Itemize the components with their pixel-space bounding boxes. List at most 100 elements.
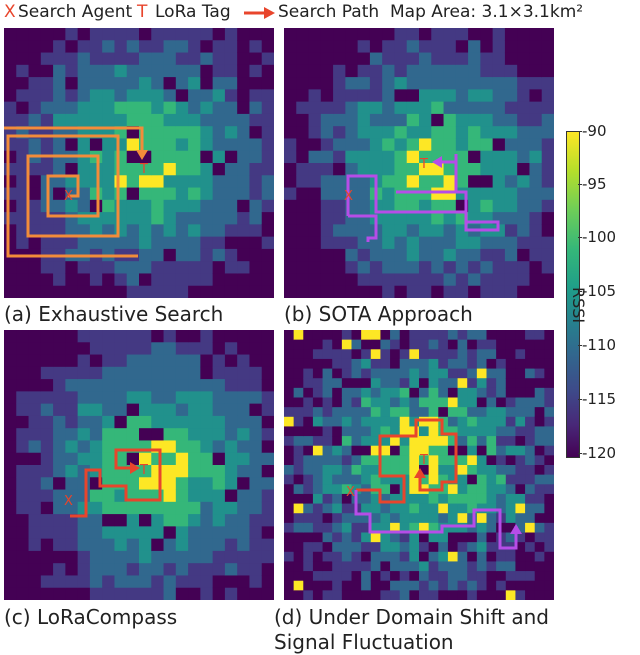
heatmap-cell [504, 285, 518, 298]
heatmap-cell [380, 436, 391, 447]
heatmap-cell [163, 514, 177, 527]
heatmap-cell [212, 342, 226, 356]
heatmap-cell [28, 550, 42, 564]
heatmap-cell [455, 52, 469, 66]
heatmap-cell [320, 40, 334, 54]
heatmap-cell [496, 330, 507, 341]
heatmap-cell [16, 175, 30, 189]
heatmap-cell [406, 40, 420, 54]
heatmap-cell [467, 513, 478, 524]
heatmap-cell [525, 445, 536, 456]
heatmap-cell [525, 561, 536, 572]
heatmap-cell [249, 64, 263, 78]
heatmap-cell [447, 378, 459, 389]
heatmap-cell [341, 590, 352, 600]
heatmap-cell [102, 175, 115, 189]
heatmap-cell [65, 575, 79, 589]
heatmap-cell [102, 52, 115, 66]
heatmap-cell [163, 379, 177, 392]
heatmap-cell [249, 391, 263, 405]
heatmap-cell [151, 77, 165, 90]
heatmap-cell [447, 330, 459, 341]
heatmap-cell [65, 101, 79, 115]
heatmap-cell [151, 330, 165, 343]
heatmap-cell [322, 542, 333, 553]
tag-legend-label: LoRa Tag [155, 2, 231, 22]
heatmap-cell [517, 224, 530, 238]
heatmap-cell [419, 378, 430, 389]
heatmap-cell [438, 513, 449, 524]
heatmap-cell [188, 550, 201, 564]
colorbar-tick: -95 [578, 175, 607, 193]
heatmap-cell [409, 436, 420, 447]
heatmap-cell [28, 465, 42, 478]
heatmap-cell [284, 522, 295, 533]
heatmap-cell [163, 403, 177, 417]
heatmap-cell [212, 89, 226, 103]
heatmap-cell [4, 273, 17, 287]
heatmap-cell [320, 101, 334, 115]
heatmap-cell [320, 199, 334, 213]
heatmap-cell [188, 403, 201, 417]
heatmap-cell [486, 513, 497, 524]
heatmap-cell [322, 416, 333, 427]
heatmap-cell [175, 40, 189, 54]
heatmap-cell [284, 28, 297, 41]
heatmap-cell [332, 387, 343, 398]
heatmap-cell [455, 261, 469, 274]
heatmap-cell [332, 571, 343, 582]
heatmap-cell [541, 52, 554, 66]
heatmap-cell [438, 474, 449, 485]
heatmap-cell [447, 349, 459, 360]
heatmap-cell [332, 378, 343, 389]
heatmap-cell [293, 590, 304, 600]
heatmap-cell [312, 436, 324, 447]
heatmap-cell [65, 391, 79, 405]
heatmap-cell [65, 403, 79, 417]
heatmap-cell [163, 575, 177, 589]
heatmap-cell [284, 397, 295, 408]
heatmap-cell [303, 436, 314, 447]
colorbar-tick: -115 [577, 390, 617, 408]
heatmap-cell [504, 187, 518, 201]
heatmap-cell [89, 64, 103, 78]
heatmap-cell [40, 379, 54, 392]
heatmap-cell [139, 77, 152, 90]
heatmap-cell [443, 113, 457, 127]
heatmap-cell [151, 477, 165, 491]
heatmap-cell [428, 474, 439, 485]
heatmap-cell [249, 150, 263, 164]
heatmap-cell [65, 273, 79, 287]
heatmap-cell [303, 397, 314, 408]
heatmap-cell [139, 501, 152, 515]
heatmap-cell [261, 212, 274, 225]
heatmap-cell [163, 187, 177, 201]
heatmap-cell [102, 77, 115, 90]
heatmap-cell [312, 330, 324, 341]
heatmap-cell [139, 452, 152, 466]
heatmap-cell [102, 273, 115, 287]
heatmap-cell [517, 89, 530, 103]
heatmap-cell [4, 526, 17, 540]
heatmap-cell [4, 150, 17, 164]
heatmap-cell [89, 52, 103, 66]
heatmap-cell [443, 261, 457, 274]
heatmap-cell [237, 428, 250, 441]
heatmap-cell [293, 542, 304, 553]
heatmap-cell [345, 163, 359, 176]
heatmap-cell [380, 339, 391, 350]
heatmap-cell [406, 199, 420, 213]
heatmap-cell [65, 428, 79, 441]
heatmap-cell [409, 358, 420, 370]
heatmap-cell [175, 212, 189, 225]
heatmap-cell [151, 52, 165, 66]
heatmap-cell [476, 407, 487, 418]
heatmap-cell [515, 580, 526, 591]
heatmap-cell [16, 138, 30, 152]
heatmap-cell [505, 522, 516, 533]
heatmap-cell [534, 378, 545, 389]
heatmap-cell [457, 426, 468, 437]
heatmap-cell [443, 187, 457, 201]
heatmap-cell [486, 551, 497, 562]
